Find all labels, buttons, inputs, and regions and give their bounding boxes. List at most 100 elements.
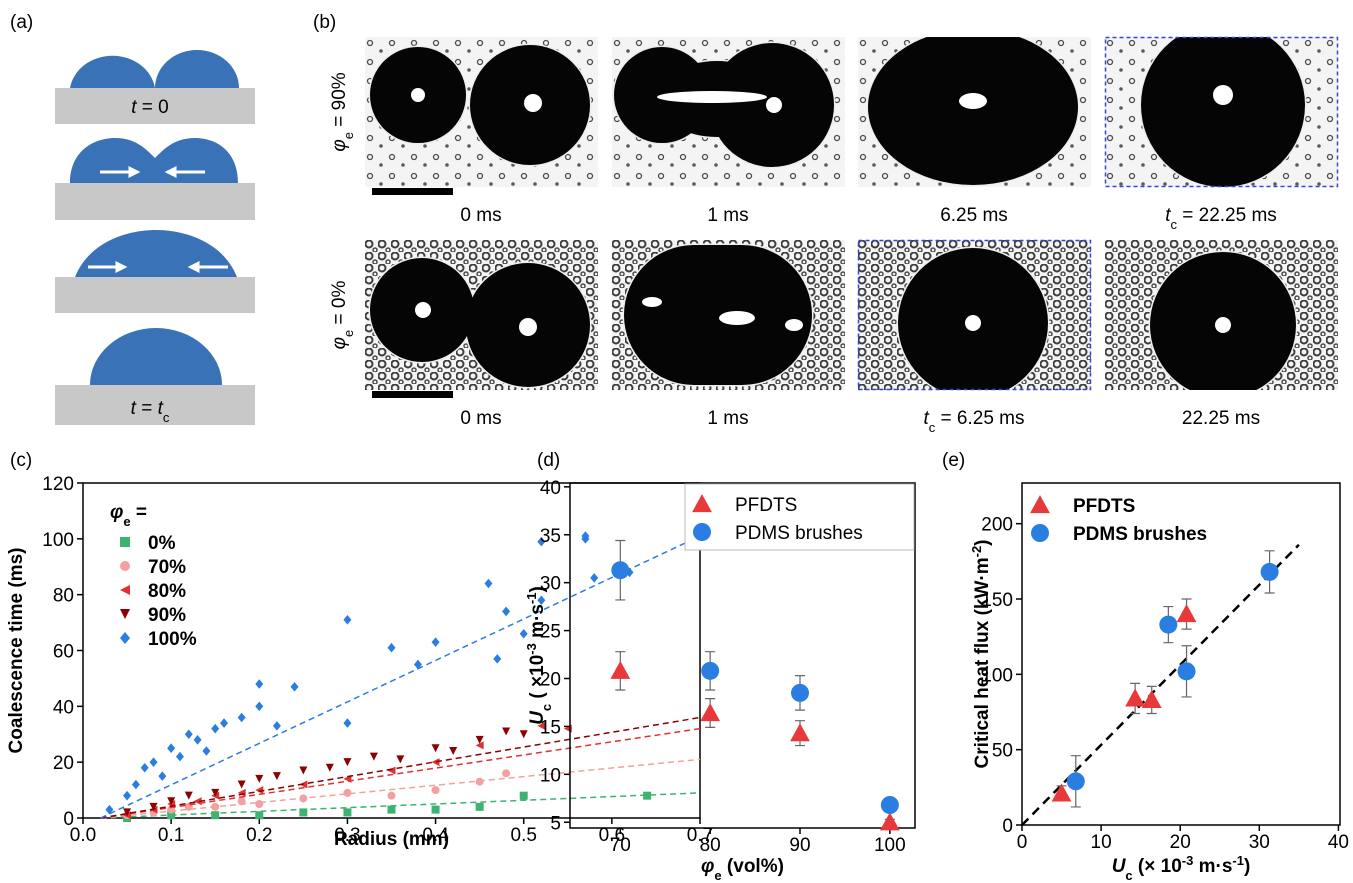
droplet <box>624 245 812 385</box>
stage-label-part: = <box>136 398 158 419</box>
x-axis-label-part: c <box>1125 868 1132 883</box>
row-label-part: = 0% <box>329 281 350 330</box>
panel-label: (d) <box>537 450 560 471</box>
x-axis-label-part: U <box>1112 856 1127 877</box>
stage-label-part: = 0 <box>137 97 169 118</box>
legend-title-part: φ <box>110 502 123 523</box>
point <box>475 735 484 744</box>
y-tick-label: 15 <box>540 717 561 738</box>
point <box>158 771 167 781</box>
legend-marker <box>692 494 712 513</box>
panel-a <box>55 50 255 425</box>
y-tick-label: 200 <box>981 515 1013 536</box>
point <box>1159 615 1178 634</box>
y-axis-label-part: Coalescence time (ms) <box>6 548 27 754</box>
droplet <box>766 97 782 113</box>
point <box>449 747 458 755</box>
point <box>431 744 440 753</box>
y-axis-label-part: -2 <box>969 546 984 558</box>
legend-box <box>684 483 915 551</box>
time-label: tc = 6.25 ms <box>923 408 1024 435</box>
point <box>701 661 720 680</box>
legend-label: PFDTS <box>1073 496 1135 517</box>
x-axis-label-part: e <box>714 868 721 883</box>
point <box>387 805 396 814</box>
point <box>237 780 246 789</box>
point <box>519 628 528 639</box>
y-tick-label: 40 <box>53 697 74 718</box>
droplet <box>411 88 425 102</box>
point <box>484 578 493 589</box>
x-tick-label: 0 <box>1017 832 1028 853</box>
time-label: 0 ms <box>460 408 501 429</box>
y-axis-label-part: U <box>527 710 548 725</box>
point <box>131 779 140 790</box>
y-tick-label: 20 <box>540 670 561 691</box>
substrate <box>55 88 255 124</box>
y-tick-label: 150 <box>981 590 1013 611</box>
y-axis-label-part: ) <box>527 586 548 592</box>
legend-label: 80% <box>148 581 186 602</box>
point <box>880 796 899 814</box>
point <box>537 595 546 606</box>
point <box>123 808 132 817</box>
time-label: 6.25 ms <box>940 205 1008 226</box>
time-label-part: 6.25 ms <box>940 205 1008 226</box>
point <box>431 758 440 767</box>
time-label-part: 0 ms <box>460 205 501 226</box>
y-axis-label-part: m·s <box>527 604 548 643</box>
legend-label: 0% <box>148 533 176 554</box>
x-axis-label-part: Radius (mm) <box>334 829 449 850</box>
point <box>791 683 809 702</box>
point <box>237 712 246 723</box>
legend-marker <box>1031 524 1049 542</box>
droplet <box>959 93 987 109</box>
scale-bar <box>372 391 453 398</box>
point <box>387 642 396 653</box>
droplet <box>642 297 662 307</box>
y-tick-label: 35 <box>540 526 561 547</box>
point <box>272 772 281 781</box>
y-tick-label: 100 <box>42 530 74 551</box>
point <box>537 721 546 730</box>
x-tick-label: 70 <box>610 835 631 856</box>
point <box>211 723 220 734</box>
point <box>149 802 158 811</box>
legend-label: 90% <box>148 605 186 626</box>
legend-title-part: e <box>123 514 130 529</box>
time-label-part: t <box>923 408 929 429</box>
x-tick-label: 0.4 <box>422 825 449 846</box>
point <box>369 752 378 761</box>
point <box>255 786 264 795</box>
x-tick-label: 0.3 <box>334 825 360 846</box>
point <box>149 757 158 767</box>
x-tick-label: 0.2 <box>246 825 272 846</box>
x-axis-label-part: φ <box>701 856 714 877</box>
panel-label: (c) <box>10 450 32 471</box>
droplets <box>70 138 238 183</box>
droplet <box>657 91 767 103</box>
x-tick-label: 0.6 <box>599 825 625 846</box>
point <box>343 718 352 728</box>
point <box>1125 688 1146 707</box>
x-axis-label-part: (× 10 <box>1133 856 1182 877</box>
scale-bar <box>372 188 453 195</box>
x-tick-label: 0.1 <box>158 825 184 846</box>
point <box>272 721 281 731</box>
x-tick-label: 0.5 <box>511 825 537 846</box>
droplet <box>519 318 537 336</box>
point <box>413 659 422 670</box>
point <box>700 703 721 722</box>
point <box>123 790 132 801</box>
droplet <box>90 328 222 385</box>
x-tick-label: 10 <box>1091 832 1112 853</box>
y-tick-label: 20 <box>53 753 74 774</box>
legend-marker <box>693 523 711 541</box>
x-axis-label: φe (vol%) <box>701 856 784 883</box>
droplet <box>524 94 542 112</box>
point <box>167 797 176 806</box>
x-axis-label-part: -3 <box>1182 853 1194 868</box>
point <box>202 746 211 756</box>
y-axis-label-part: -1 <box>524 593 539 605</box>
photo-outline <box>1104 36 1339 188</box>
